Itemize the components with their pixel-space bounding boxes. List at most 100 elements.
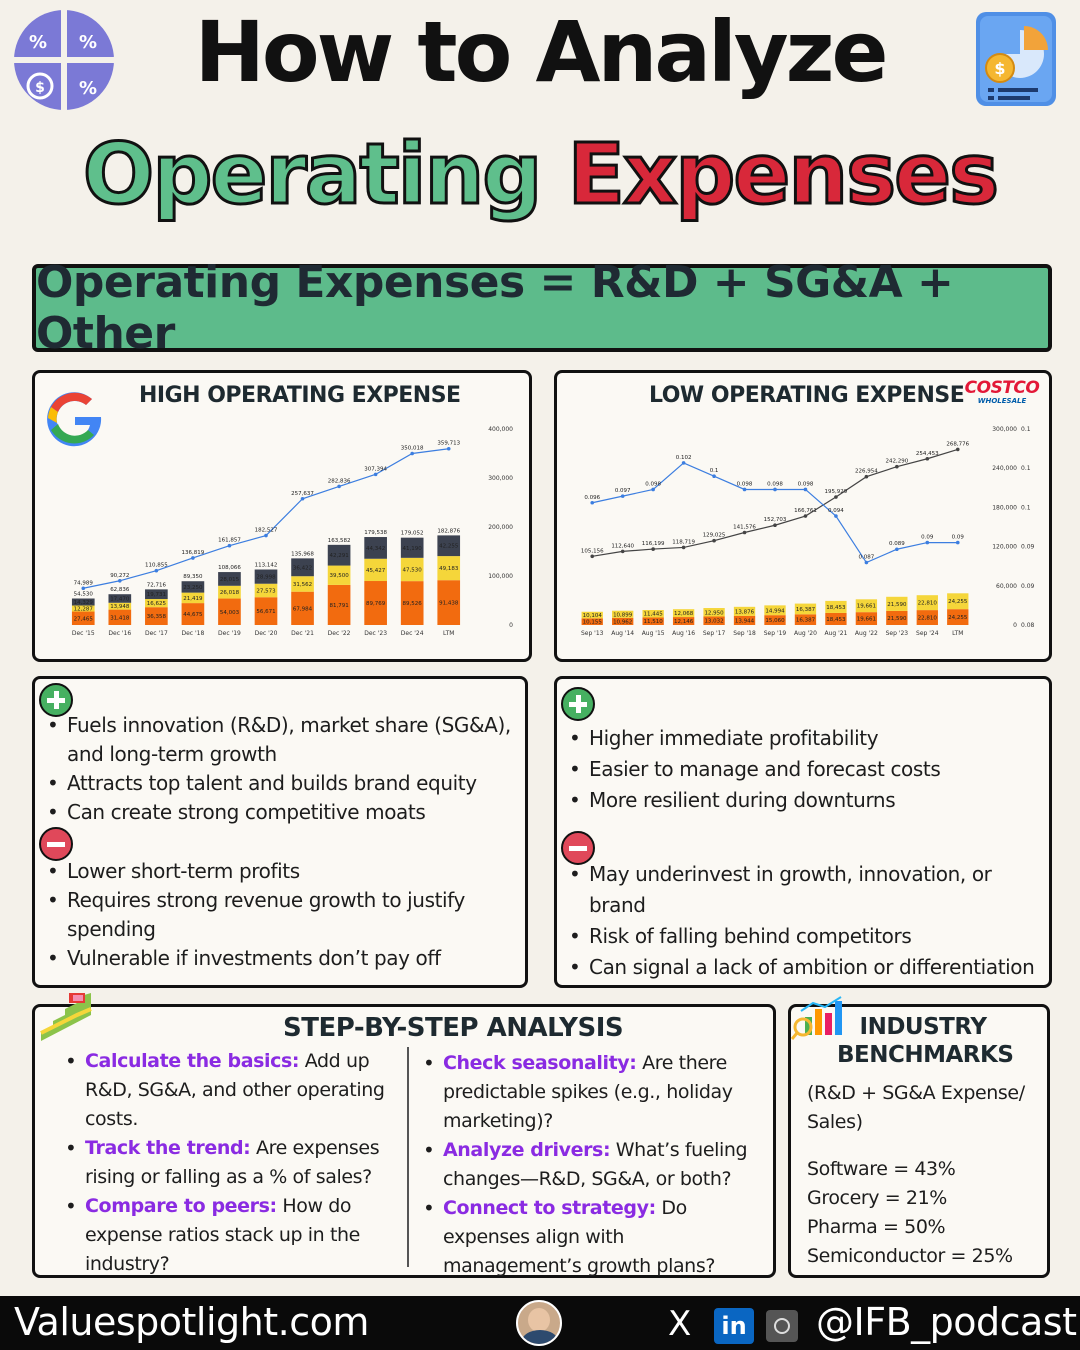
bar-value-label: 18,453 (826, 605, 846, 611)
x-tick-label: Dec '24 (401, 630, 424, 637)
bar-value-label: 89,526 (403, 601, 423, 607)
bar-value-label: 27,465 (74, 616, 94, 622)
x-icon[interactable]: X (668, 1304, 692, 1344)
line-point (446, 446, 451, 451)
line-point (651, 487, 655, 492)
line-value-label: 105,156 (581, 548, 604, 554)
y2-tick-label: 0.1 (1021, 504, 1031, 511)
line-point (712, 474, 716, 478)
bar-value-label: 36,358 (147, 614, 167, 620)
svg-text:%: % (79, 32, 97, 53)
line-value-label: 307,394 (364, 466, 387, 472)
bar-value-label: 22,810 (918, 616, 938, 622)
line-point (803, 487, 808, 492)
low-pros-list: Higher immediate profitability Easier to… (559, 723, 1049, 816)
threads-icon[interactable] (766, 1310, 798, 1342)
bar-value-label: 16,387 (796, 607, 816, 613)
bar-segment (400, 537, 424, 558)
page-title-line2: Operating Expenses (0, 126, 1080, 221)
list-item: Fuels innovation (R&D), market share (SG… (37, 711, 517, 769)
line-point (955, 447, 960, 452)
x-tick-label: Sep '24 (916, 630, 939, 637)
bar-segment (794, 603, 817, 615)
bar-value-label: 19,661 (857, 617, 876, 623)
ratio-value-label: 0.102 (676, 455, 692, 461)
ratio-value-label: 0.09 (921, 535, 934, 541)
bar-segment (181, 603, 205, 625)
bar-value-label: 41,190 (403, 546, 423, 552)
ratio-value-label: 0.094 (828, 508, 844, 514)
y-tick-label: 60,000 (996, 583, 1017, 590)
footer-handle[interactable]: @IFB_podcast (816, 1300, 1077, 1344)
line-point (895, 464, 899, 469)
bar-value-label: 45,427 (366, 568, 386, 574)
bar-value-label: 13,876 (735, 609, 755, 615)
x-tick-label: Dec '17 (145, 630, 168, 637)
y-tick-label: 300,000 (992, 426, 1017, 433)
line-point (955, 540, 960, 545)
line-point (864, 474, 869, 479)
bar-value-label: 16,387 (796, 618, 816, 624)
line-value-label: 116,199 (642, 541, 665, 547)
step-by-step-panel: STEP-BY-STEP ANALYSIS Calculate the basi… (32, 993, 776, 1279)
footer-website-link[interactable]: Valuespotlight.com (14, 1300, 369, 1344)
y-tick-label: 300,000 (488, 475, 513, 482)
line-point (620, 494, 625, 498)
bar-segment (916, 610, 938, 625)
bar-segment (291, 591, 314, 625)
bar-value-label: 11,445 (644, 612, 664, 618)
line-point (590, 554, 595, 559)
linkedin-icon[interactable]: in (714, 1308, 754, 1344)
x-tick-label: Aug '22 (855, 630, 878, 637)
bar-segment (437, 535, 461, 557)
bar-segment (327, 584, 351, 625)
high-pros-cons-panel: Fuels innovation (R&D), market share (SG… (32, 676, 528, 988)
list-item: Risk of falling behind competitors (559, 921, 1053, 952)
line-point (264, 533, 268, 538)
bar-value-label: 24,255 (948, 599, 968, 605)
line-point (118, 578, 122, 583)
bar-value-label: 15,060 (765, 618, 785, 624)
bar-segment (364, 537, 387, 559)
bar-value-label: 67,984 (293, 606, 313, 612)
steps-left-list: Calculate the basics: Add up R&D, SG&A, … (55, 1047, 395, 1279)
bar-segment (947, 593, 969, 610)
line-value-label: 74,989 (74, 580, 94, 586)
bar-value-label: 39,500 (329, 573, 349, 579)
list-item: May underinvest in growth, innovation, o… (559, 859, 1053, 921)
bar-value-label: 27,573 (256, 588, 276, 594)
step-text: Are expenses rising or falling as a % of… (85, 1137, 380, 1188)
low-cons-list: May underinvest in growth, innovation, o… (559, 859, 1053, 983)
bar-segment (437, 556, 461, 581)
bar-value-label: 21,590 (887, 616, 907, 622)
bar-value-label: 28,998 (256, 575, 276, 581)
costco-opex-chart: 300,000 0.1 240,000 0.1 180,000 0.1 120,000 0.0… (581, 426, 1035, 637)
list-item: Easier to manage and forecast costs (559, 754, 1049, 785)
bar-value-label: 42,291 (329, 553, 348, 559)
bar-segment (581, 611, 603, 619)
line-value-label: 90,272 (110, 573, 129, 579)
bar-segment (764, 615, 786, 625)
ratio-value-label: 0.098 (645, 481, 661, 487)
x-tick-label: LTM (952, 630, 963, 637)
bar-value-label: 10,155 (583, 620, 603, 626)
page-title-line1: How to Analyze (194, 3, 889, 101)
bar-value-label: 22,810 (918, 601, 938, 607)
bar-segment (364, 558, 387, 582)
list-item: Requires strong revenue growth to justif… (37, 886, 497, 944)
ratio-value-label: 0.098 (798, 481, 814, 487)
step-highlight: Check seasonality: (443, 1052, 637, 1074)
x-tick-label: Aug '16 (672, 630, 695, 637)
bar-segment (733, 606, 756, 616)
x-tick-label: LTM (443, 630, 454, 637)
step-text: How do expense ratios stack up in the in… (85, 1195, 360, 1275)
bar-value-label: 44,675 (183, 612, 203, 618)
bar-segment (181, 581, 205, 593)
line-point (227, 543, 232, 548)
bar-segment (612, 610, 634, 618)
x-tick-label: Aug '15 (642, 630, 665, 637)
bar-segment (108, 594, 132, 603)
bar-value-label: 19,731 (147, 592, 166, 598)
bar-segment (400, 557, 424, 582)
ratio-value-label: 0.097 (615, 488, 631, 494)
